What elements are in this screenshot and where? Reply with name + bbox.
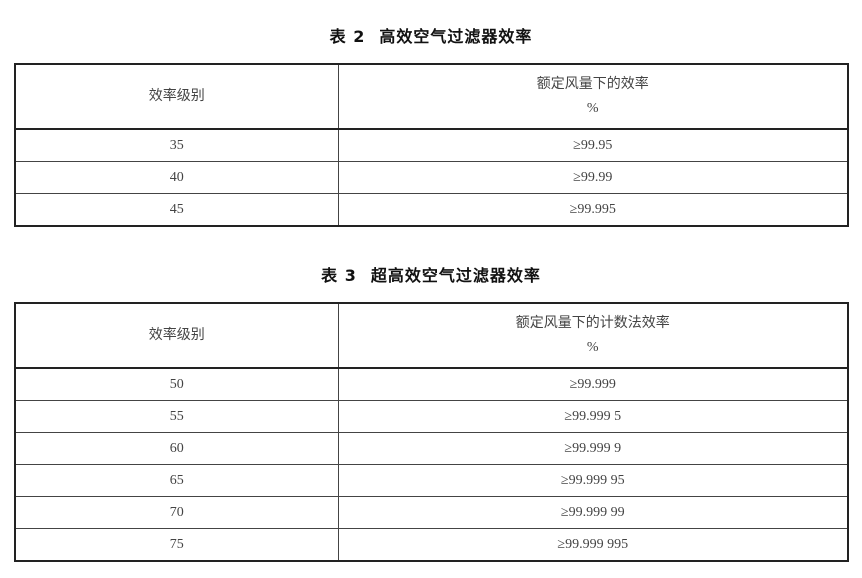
table-header-row: 效率级别 额定风量下的计数法效率% <box>14 302 849 369</box>
table3-title: 超高效空气过滤器效率 <box>370 266 541 285</box>
cell-efficiency: ≥99.95 <box>337 128 849 162</box>
header-unit: % <box>586 100 599 116</box>
cell-grade: 70 <box>14 496 339 529</box>
table3: 效率级别 额定风量下的计数法效率% 50 ≥99.999 55 ≥99.999 5 60… <box>14 302 849 562</box>
table-row: 40 ≥99.99 <box>14 161 849 194</box>
table2-title: 高效空气过滤器效率 <box>379 27 533 46</box>
header-grade: 效率级别 <box>14 63 339 130</box>
header-efficiency-label: 额定风量下的效率 <box>536 76 649 92</box>
cell-efficiency: ≥99.995 <box>337 193 849 227</box>
cell-grade: 45 <box>14 193 339 227</box>
header-grade: 效率级别 <box>14 302 339 369</box>
cell-grade: 60 <box>14 432 339 465</box>
table2-caption: 表 2 高效空气过滤器效率 <box>0 23 862 47</box>
table-row: 60 ≥99.999 9 <box>14 432 849 465</box>
cell-grade: 65 <box>14 464 339 497</box>
table3-number: 表 3 <box>321 266 357 285</box>
cell-efficiency: ≥99.999 5 <box>337 400 849 433</box>
cell-efficiency: ≥99.999 995 <box>337 528 849 562</box>
cell-grade: 55 <box>14 400 339 433</box>
header-unit: % <box>586 339 599 355</box>
table-header-row: 效率级别 额定风量下的效率% <box>14 63 849 130</box>
cell-efficiency: ≥99.999 9 <box>337 432 849 465</box>
cell-efficiency: ≥99.99 <box>337 161 849 194</box>
table-row: 70 ≥99.999 99 <box>14 496 849 529</box>
header-efficiency: 额定风量下的效率% <box>337 63 849 130</box>
table2-number: 表 2 <box>329 27 366 46</box>
table-row: 45 ≥99.995 <box>14 193 849 227</box>
table2: 效率级别 额定风量下的效率% 35 ≥99.95 40 ≥99.99 45 ≥99.995 <box>14 63 849 227</box>
table-row: 50 ≥99.999 <box>14 367 849 401</box>
cell-grade: 40 <box>14 161 339 194</box>
cell-grade: 50 <box>14 367 339 401</box>
cell-efficiency: ≥99.999 <box>337 367 849 401</box>
cell-grade: 75 <box>14 528 339 562</box>
header-efficiency-label: 额定风量下的计数法效率 <box>515 315 670 331</box>
cell-grade: 35 <box>14 128 339 162</box>
cell-efficiency: ≥99.999 99 <box>337 496 849 529</box>
header-efficiency: 额定风量下的计数法效率% <box>337 302 849 369</box>
table-row: 75 ≥99.999 995 <box>14 528 849 562</box>
cell-efficiency: ≥99.999 95 <box>337 464 849 497</box>
table-row: 55 ≥99.999 5 <box>14 400 849 433</box>
table-row: 35 ≥99.95 <box>14 128 849 162</box>
table3-caption: 表 3 超高效空气过滤器效率 <box>0 262 862 286</box>
table-row: 65 ≥99.999 95 <box>14 464 849 497</box>
